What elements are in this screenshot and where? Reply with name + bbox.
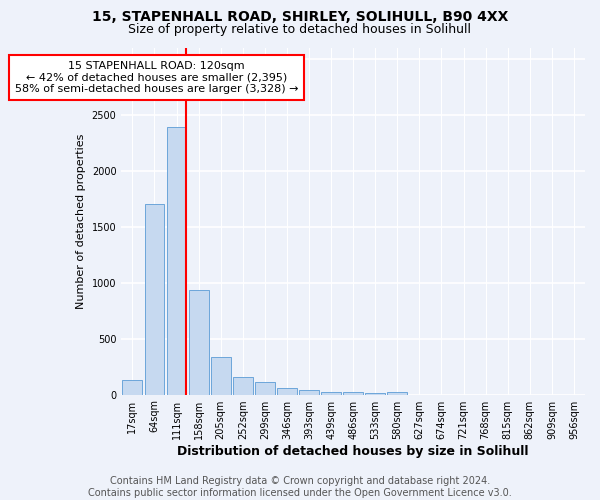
Text: Size of property relative to detached houses in Solihull: Size of property relative to detached ho… xyxy=(128,22,472,36)
Bar xyxy=(343,392,363,394)
Bar xyxy=(167,127,187,394)
Bar xyxy=(255,382,275,394)
Bar xyxy=(122,380,142,394)
Bar xyxy=(365,393,385,394)
X-axis label: Distribution of detached houses by size in Solihull: Distribution of detached houses by size … xyxy=(178,444,529,458)
Bar xyxy=(233,376,253,394)
Bar xyxy=(321,392,341,394)
Text: Contains HM Land Registry data © Crown copyright and database right 2024.
Contai: Contains HM Land Registry data © Crown c… xyxy=(88,476,512,498)
Y-axis label: Number of detached properties: Number of detached properties xyxy=(76,134,86,308)
Bar xyxy=(145,204,164,394)
Bar xyxy=(299,390,319,394)
Bar xyxy=(211,356,230,395)
Bar xyxy=(388,392,407,394)
Bar xyxy=(188,290,209,395)
Text: 15, STAPENHALL ROAD, SHIRLEY, SOLIHULL, B90 4XX: 15, STAPENHALL ROAD, SHIRLEY, SOLIHULL, … xyxy=(92,10,508,24)
Text: 15 STAPENHALL ROAD: 120sqm
← 42% of detached houses are smaller (2,395)
58% of s: 15 STAPENHALL ROAD: 120sqm ← 42% of deta… xyxy=(15,61,298,94)
Bar xyxy=(277,388,297,394)
